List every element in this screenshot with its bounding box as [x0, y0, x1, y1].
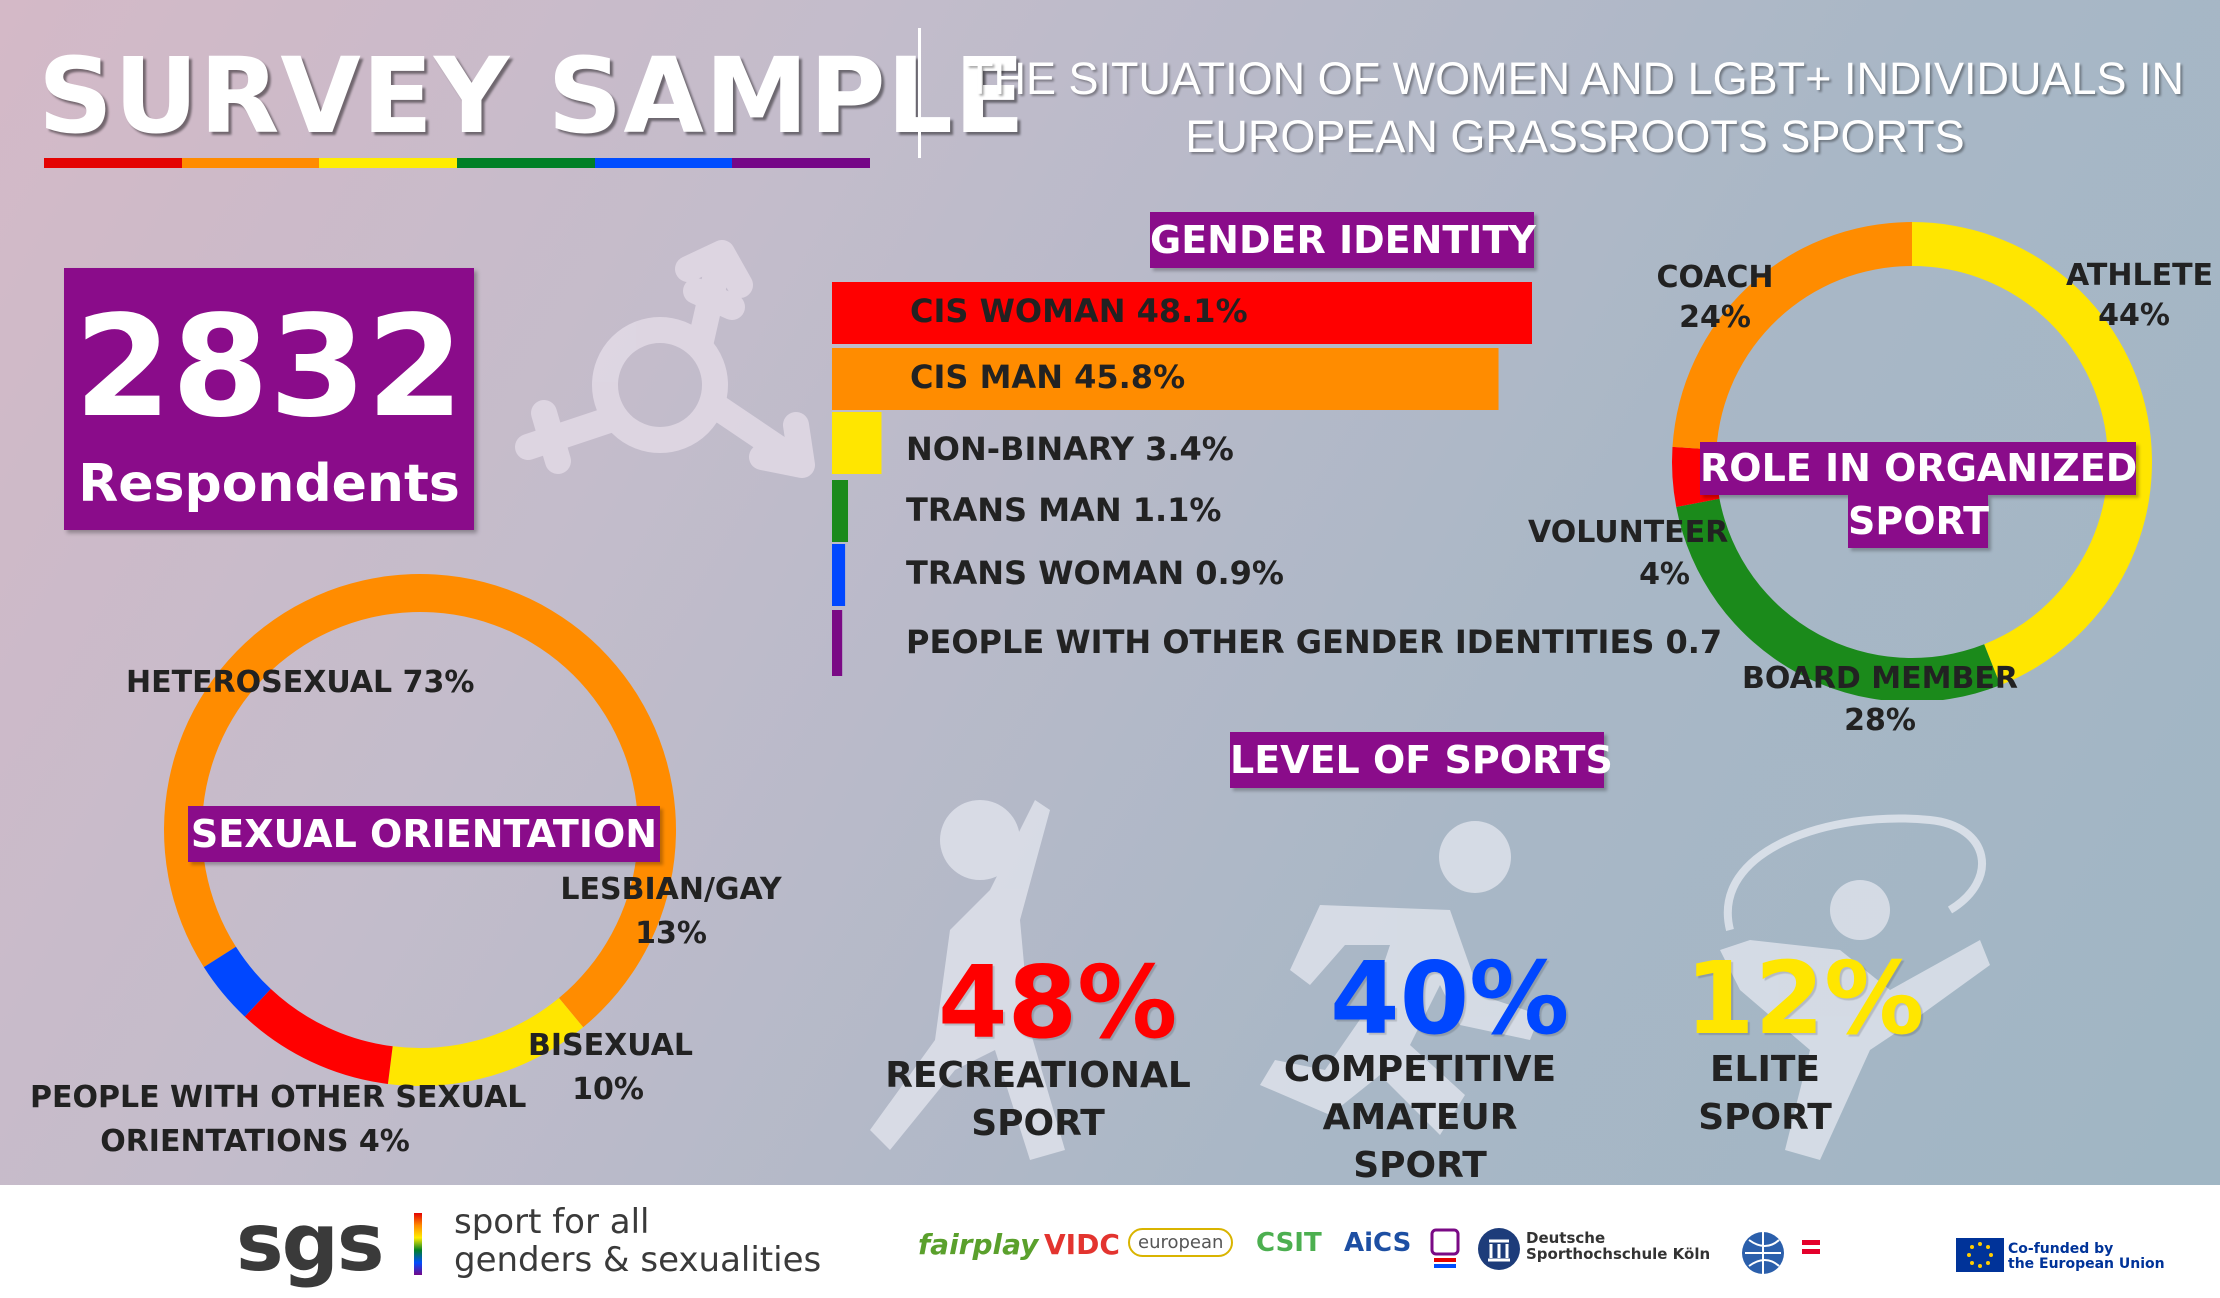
competitive-label: COMPETITIVE AMATEUR SPORT	[1250, 1046, 1590, 1190]
recreational-athlete-icon	[870, 800, 1065, 1160]
transgender-symbol-icon	[515, 240, 815, 478]
role-title: ROLE IN ORGANIZED SPORT	[1700, 442, 2137, 548]
orient-other-pct: ORIENTATIONS 4%	[100, 1124, 410, 1159]
role-slice-0	[1912, 222, 2152, 686]
partner-logo-globe-icon	[1742, 1232, 1784, 1274]
orient-bisexual-pct: 10%	[572, 1072, 644, 1107]
orient-slice-1	[387, 997, 584, 1086]
role-volunteer-label: VOLUNTEER 4%	[1528, 512, 1729, 596]
orient-other-name: PEOPLE WITH OTHER SEXUAL	[30, 1080, 527, 1115]
page-subtitle: THE SITUATION OF WOMEN AND LGBT+ INDIVID…	[930, 50, 2220, 166]
elite-label: ELITE SPORT	[1640, 1046, 1890, 1142]
role-slice-3	[1672, 222, 1912, 450]
recreational-label-line-2: SPORT	[971, 1103, 1105, 1144]
orient-slice-3	[203, 946, 271, 1017]
partner-logo-sporthochschule-emblem-icon	[1478, 1228, 1520, 1270]
role-coach-pct: 24%	[1679, 300, 1751, 335]
subtitle-line-2: EUROPEAN GRASSROOTS SPORTS	[1185, 111, 1965, 162]
gender-bar-0	[832, 282, 1532, 344]
partner-logo-vidc: VIDC	[1044, 1228, 1120, 1261]
role-athlete-label: ATHLETE 44%	[2066, 256, 2214, 336]
eu-cofunded-text: Co-funded by the European Union	[2008, 1242, 2165, 1272]
elite-percent: 12%	[1685, 940, 1925, 1057]
page-title: SURVEY SAMPLE	[38, 35, 1026, 157]
respondents-count: 2832	[74, 286, 464, 449]
recreational-label-line-1: RECREATIONAL	[885, 1055, 1191, 1096]
role-coach-name: COACH	[1656, 260, 1774, 295]
gender-bar-2	[832, 412, 882, 474]
orient-bisexual-label: BISEXUAL 10%	[528, 1024, 694, 1112]
role-board-label: BOARD MEMBER 28%	[1730, 658, 2030, 742]
sgs-rainbow-bar	[414, 1213, 422, 1275]
sgs-tagline: sport for all genders & sexualities	[454, 1203, 821, 1279]
gender-bar-1	[832, 348, 1499, 410]
eu-line-1: Co-funded by	[2008, 1241, 2114, 1257]
orient-slice-2	[244, 988, 393, 1084]
gender-bar-label-4: TRANS WOMAN 0.9%	[906, 554, 1284, 592]
orient-lesbian-name: LESBIAN/GAY	[560, 872, 782, 907]
role-volunteer-name: VOLUNTEER	[1528, 515, 1729, 550]
partner-logo-aics: AiCS	[1344, 1228, 1412, 1258]
role-slice-1	[1676, 498, 2001, 700]
eu-flag-icon	[1956, 1238, 2004, 1272]
recreational-percent: 48%	[938, 944, 1178, 1061]
orient-lesbian-label: LESBIAN/GAY 13%	[560, 868, 782, 956]
recreational-label: RECREATIONAL SPORT	[880, 1052, 1196, 1148]
competitive-label-line-1: COMPETITIVE	[1283, 1049, 1557, 1090]
footer	[0, 1185, 2220, 1298]
level-of-sports-title: LEVEL OF SPORTS	[1230, 732, 1613, 788]
orient-lesbian-pct: 13%	[635, 916, 707, 951]
respondents-label: Respondents	[78, 454, 460, 514]
gender-bar-4	[832, 544, 846, 606]
runner-icon	[1260, 821, 1540, 1135]
partner-logo-csit: CSIT	[1256, 1228, 1322, 1258]
partner-logo-european: european	[1128, 1228, 1234, 1257]
gender-bar-label-2: NON-BINARY 3.4%	[906, 430, 1234, 468]
partner-logo-sporthochschule-text: Deutsche Sporthochschule Köln	[1526, 1230, 1710, 1262]
header-divider	[918, 28, 921, 158]
gender-bar-label-0: CIS WOMAN 48.1%	[910, 292, 1248, 330]
gender-bar-3	[832, 480, 849, 542]
orient-hetero-label: HETEROSEXUAL 73%	[126, 665, 475, 700]
sgs-tagline-line-1: sport for all	[454, 1202, 650, 1242]
sexual-orientation-donut-chart	[164, 574, 676, 1086]
gender-bar-5	[832, 610, 843, 676]
role-athlete-name: ATHLETE	[2066, 258, 2214, 293]
rainbow-underline	[44, 158, 871, 168]
subtitle-line-1: THE SITUATION OF WOMEN AND LGBT+ INDIVID…	[965, 53, 2185, 104]
role-coach-label: COACH 24%	[1650, 258, 1780, 338]
orient-bisexual-name: BISEXUAL	[528, 1028, 694, 1063]
partner-logo-rainbow-shield-icon	[1430, 1228, 1460, 1268]
elite-label-line-1: ELITE SPORT	[1698, 1049, 1832, 1138]
gender-identity-title: GENDER IDENTITY	[1150, 212, 1536, 268]
partner-logo-austria-flag-icon	[1802, 1240, 1820, 1254]
role-board-name: BOARD MEMBER	[1742, 661, 2018, 696]
sporthochschule-line-1: Deutsche	[1526, 1229, 1606, 1247]
orient-other-label: PEOPLE WITH OTHER SEXUAL ORIENTATIONS 4%	[30, 1076, 527, 1164]
role-title-line-2: SPORT	[1848, 495, 1989, 548]
eu-line-2: the European Union	[2008, 1256, 2165, 1272]
role-title-line-1: ROLE IN ORGANIZED	[1700, 442, 2137, 495]
partner-logo-fairplay: fairplay	[918, 1228, 1039, 1261]
gender-bar-label-5: PEOPLE WITH OTHER GENDER IDENTITIES 0.7%	[906, 623, 1720, 661]
gender-bar-label-3: TRANS MAN 1.1%	[906, 491, 1221, 529]
competitive-percent: 40%	[1330, 940, 1570, 1057]
role-board-pct: 28%	[1844, 703, 1916, 738]
sporthochschule-line-2: Sporthochschule Köln	[1526, 1245, 1711, 1263]
gender-bar-label-1: CIS MAN 45.8%	[910, 358, 1185, 396]
sexual-orientation-title: SEXUAL ORIENTATION	[188, 806, 660, 862]
respondents-box: 2832 Respondents	[64, 268, 474, 530]
role-volunteer-pct: 4%	[1639, 557, 1690, 592]
sgs-tagline-line-2: genders & sexualities	[454, 1240, 822, 1280]
sgs-logo: sgs	[236, 1196, 384, 1289]
competitive-label-line-2: AMATEUR SPORT	[1322, 1097, 1518, 1186]
role-athlete-pct: 44%	[2098, 298, 2170, 333]
gender-identity-bar-chart: CIS WOMAN 48.1% CIS MAN 45.8% NON-BINARY 3…	[832, 282, 1720, 676]
gymnast-ribbon-icon	[1720, 814, 1990, 1160]
orient-slice-0	[164, 574, 676, 1028]
